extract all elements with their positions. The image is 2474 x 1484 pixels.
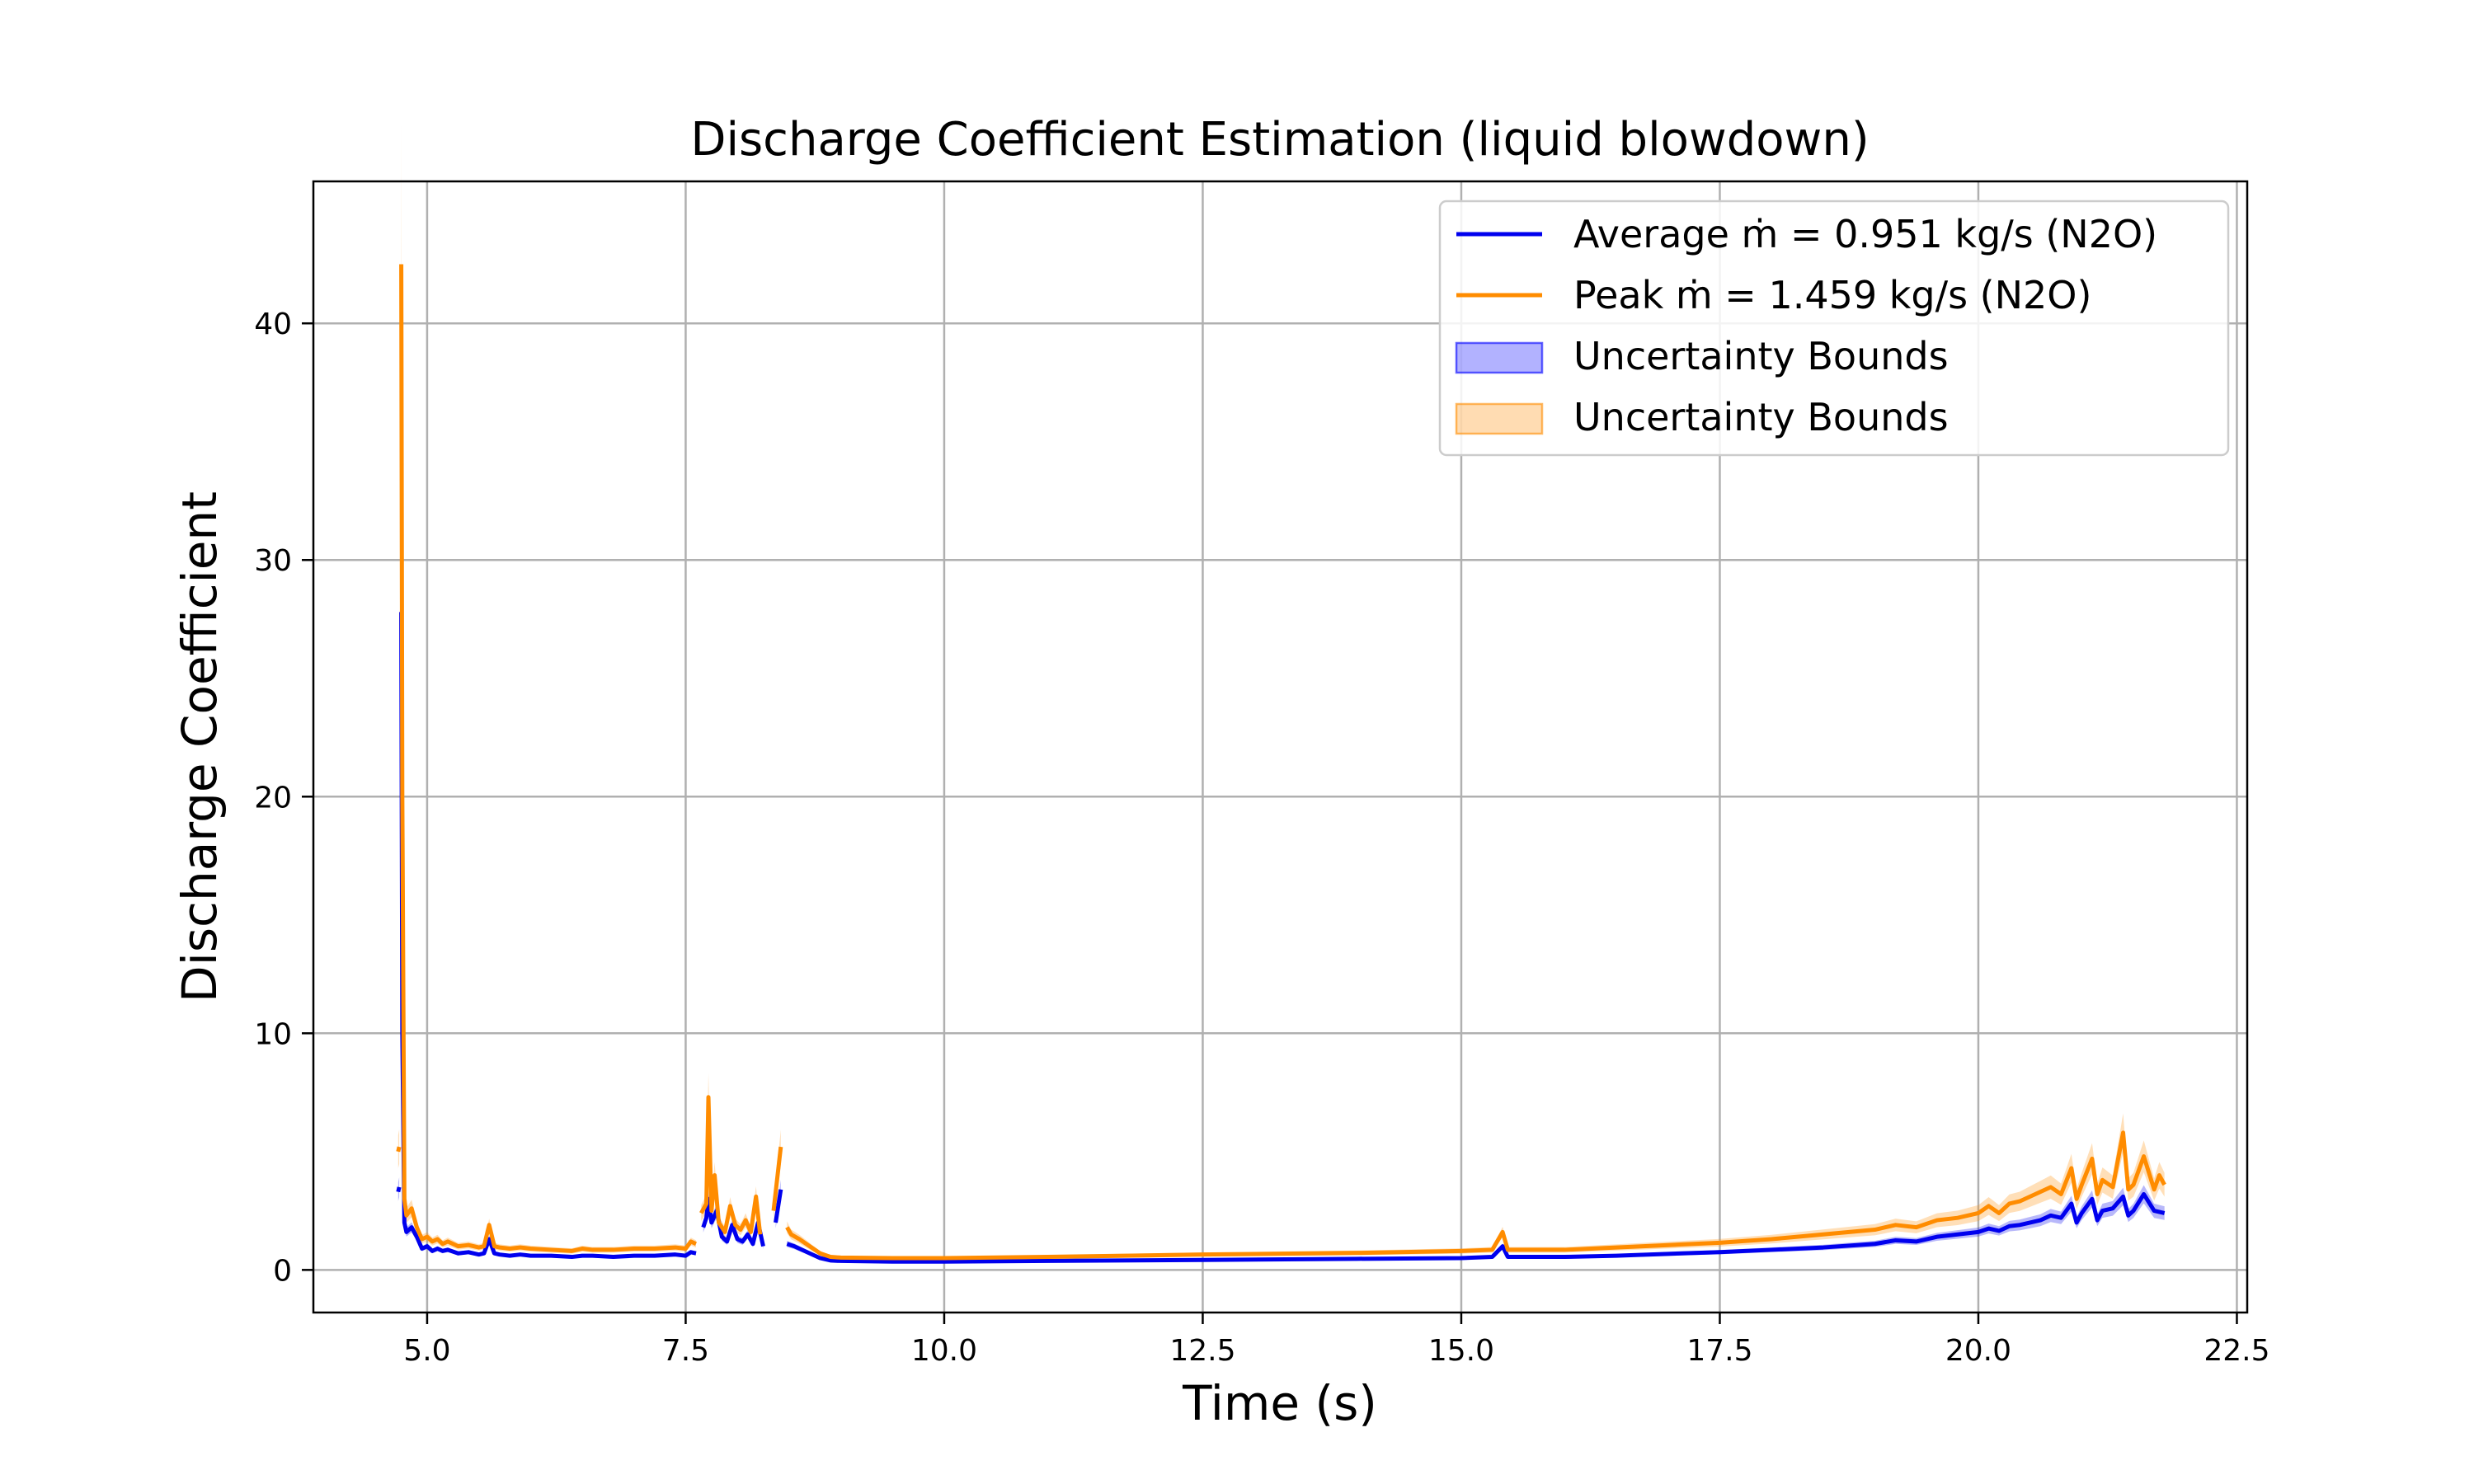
x-tick-label: 22.5 <box>2204 1334 2269 1368</box>
legend-box <box>1438 200 2230 457</box>
legend-uncertainty-blue-label: Uncertainty Bounds <box>1573 334 1949 378</box>
legend-uncertainty-orange-label: Uncertainty Bounds <box>1573 395 1949 439</box>
peak-series-line <box>771 1146 783 1211</box>
uncertainty-band <box>401 123 696 1254</box>
y-tick-label: 40 <box>254 308 292 341</box>
peak-series-line <box>396 1146 402 1153</box>
legend-uncertainty-blue-patch <box>1455 341 1544 374</box>
plot-series <box>396 123 2166 1264</box>
legend: Average ṁ = 0.951 kg/s (N2O) Peak ṁ = 1.… <box>1438 200 2230 457</box>
plot-frame <box>312 180 2249 1314</box>
peak-series-line <box>785 1130 2166 1261</box>
average-series-line <box>774 1189 783 1223</box>
y-tick-label: 30 <box>254 544 292 578</box>
y-tick-label: 20 <box>254 781 292 815</box>
x-tick-label: 12.5 <box>1169 1334 1235 1368</box>
y-tick-label: 0 <box>273 1254 292 1288</box>
x-tick-label: 17.5 <box>1686 1334 1752 1368</box>
y-axis-label: Discharge Coefficient <box>172 491 228 1003</box>
x-tick-label: 15.0 <box>1428 1334 1494 1368</box>
average-series-line <box>399 612 697 1260</box>
peak-series-line <box>699 1095 763 1235</box>
peak-series-line <box>399 264 698 1253</box>
x-tick-label: 20.0 <box>1945 1334 2011 1368</box>
axis-ticks: 5.0 7.5 10.0 12.5 15.0 17.5 20.0 22.5 0 10 20 30 40 <box>254 308 2269 1368</box>
x-tick-label: 7.5 <box>662 1334 709 1368</box>
x-axis-label: Time (s) <box>1182 1375 1377 1431</box>
y-tick-label: 10 <box>254 1017 292 1051</box>
legend-uncertainty-orange-patch <box>1455 402 1544 435</box>
chart-title: Discharge Coefficient Estimation (liquid… <box>690 113 1869 167</box>
x-tick-label: 10.0 <box>911 1334 977 1368</box>
uncertainty-band <box>401 533 696 1259</box>
average-series-line <box>396 1186 402 1193</box>
legend-average-label: Average ṁ = 0.951 kg/s (N2O) <box>1573 212 2157 256</box>
average-series-line <box>786 1191 2166 1264</box>
legend-peak-label: Peak ṁ = 1.459 kg/s (N2O) <box>1573 273 2091 317</box>
x-tick-label: 5.0 <box>403 1334 450 1368</box>
average-series-line <box>701 1196 765 1247</box>
